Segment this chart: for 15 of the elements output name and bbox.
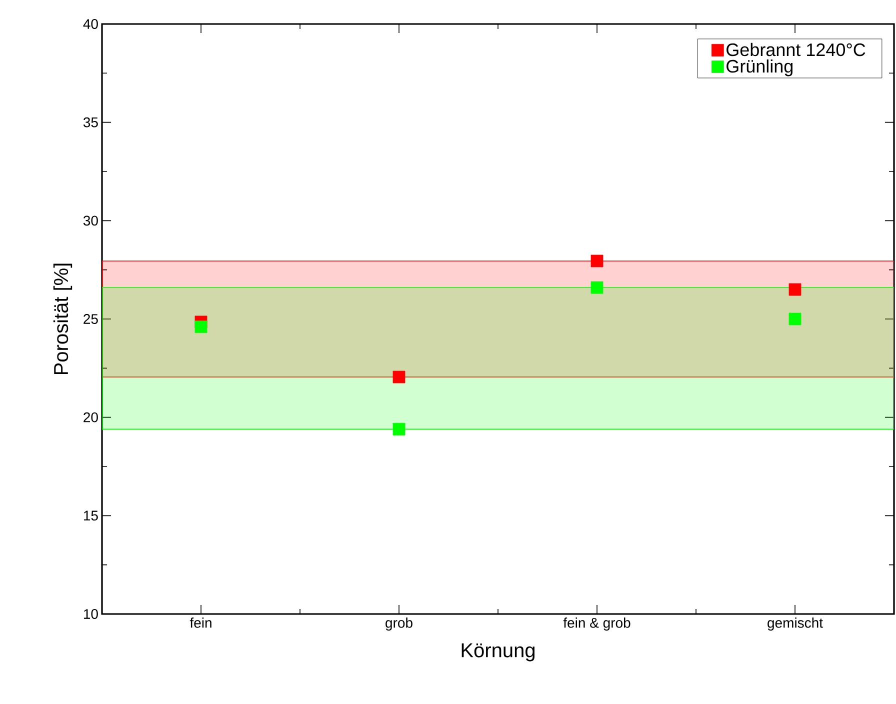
- y-tick-label: 20: [84, 412, 98, 422]
- legend-label: Gebrannt 1240°C: [726, 42, 866, 56]
- y-tick-label: 40: [83, 19, 98, 29]
- x-tick-label: grob: [386, 618, 412, 631]
- x-axis-title: Körnung: [462, 643, 534, 662]
- y-tick-label: 15: [84, 510, 98, 521]
- y-tick-label: 35: [83, 117, 98, 128]
- x-tick-label: fein: [190, 618, 212, 628]
- x-tick-label: gemischt: [768, 618, 823, 631]
- x-tick-label: fein & grob: [563, 618, 630, 631]
- y-tick-label: 25: [84, 314, 98, 324]
- legend-label: Grünling: [726, 59, 792, 76]
- y-tick-label: 30: [83, 216, 98, 226]
- y-axis-title: Porosität [%]: [53, 264, 72, 374]
- y-tick-label: 10: [84, 609, 98, 619]
